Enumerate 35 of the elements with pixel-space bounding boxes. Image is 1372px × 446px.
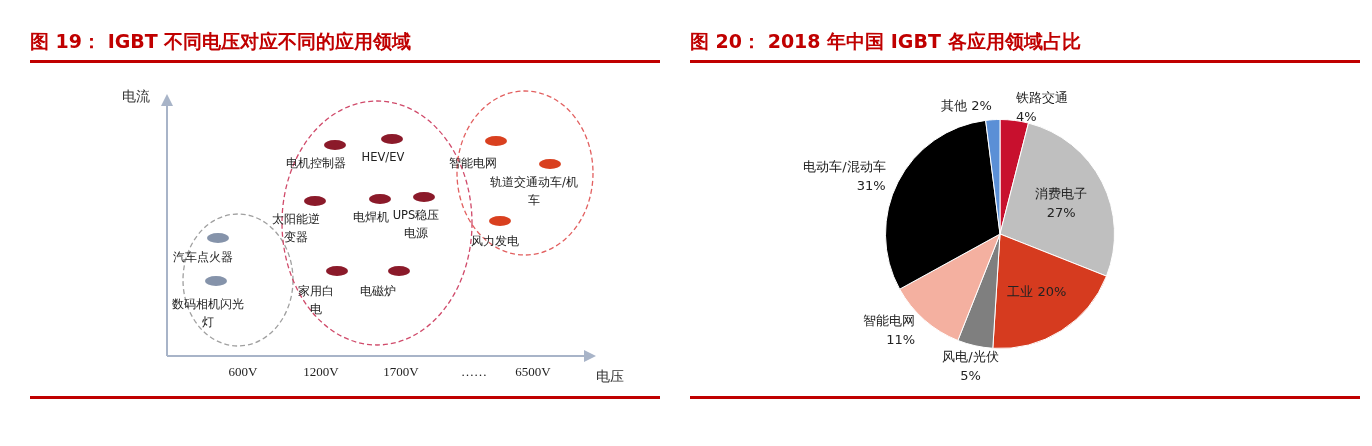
category-label: 6500V — [514, 364, 552, 380]
text: 汽车点火器 — [172, 249, 234, 266]
slice-label: 铁路交通 — [1015, 89, 1069, 105]
text: 轨道交通动车/机车 — [489, 174, 579, 209]
text: 数码相机闪光灯 — [171, 296, 245, 331]
category-label: 1200V — [302, 364, 340, 380]
text: 家用白电 — [298, 283, 334, 318]
data-label: 2% — [971, 98, 992, 114]
data-label: 11% — [886, 332, 916, 348]
text: 电压 — [596, 368, 624, 386]
slice-label: 消费电子 — [1035, 185, 1088, 201]
category-label: 1700V — [382, 364, 420, 380]
slice-label: 电动车/混动车 — [803, 158, 886, 174]
text: 电焊机 — [353, 210, 389, 224]
slice-label: 风电/光伏 — [942, 348, 999, 364]
data-label: 27% — [1046, 204, 1076, 220]
category-label: 600V — [227, 364, 259, 380]
text: HEV/EV — [360, 149, 406, 166]
category-label: …… — [460, 364, 488, 380]
data-label: 4% — [1016, 108, 1037, 124]
text: 电机控制器 — [286, 156, 346, 170]
chart-title: 图 20： 2018 年中国 IGBT 各应用领域占比 — [690, 30, 1081, 52]
text: 智能电网 — [448, 155, 498, 172]
text: 图 19： IGBT 不同电压对应不同的应用领域 — [30, 30, 412, 52]
data-label: 20% — [1037, 284, 1067, 300]
slice-label: 其他 — [941, 98, 968, 114]
slice-label: 工业 — [1007, 284, 1034, 300]
data-label: 31% — [856, 177, 886, 193]
slice-label: 智能电网 — [863, 313, 916, 329]
text: 电流 — [122, 88, 150, 106]
text: 电磁炉 — [359, 283, 397, 300]
text: 太阳能逆变器 — [271, 211, 321, 246]
data-label: 5% — [960, 367, 981, 383]
text: UPS稳压电源 — [391, 207, 441, 242]
text: 风力发电 — [470, 233, 520, 250]
